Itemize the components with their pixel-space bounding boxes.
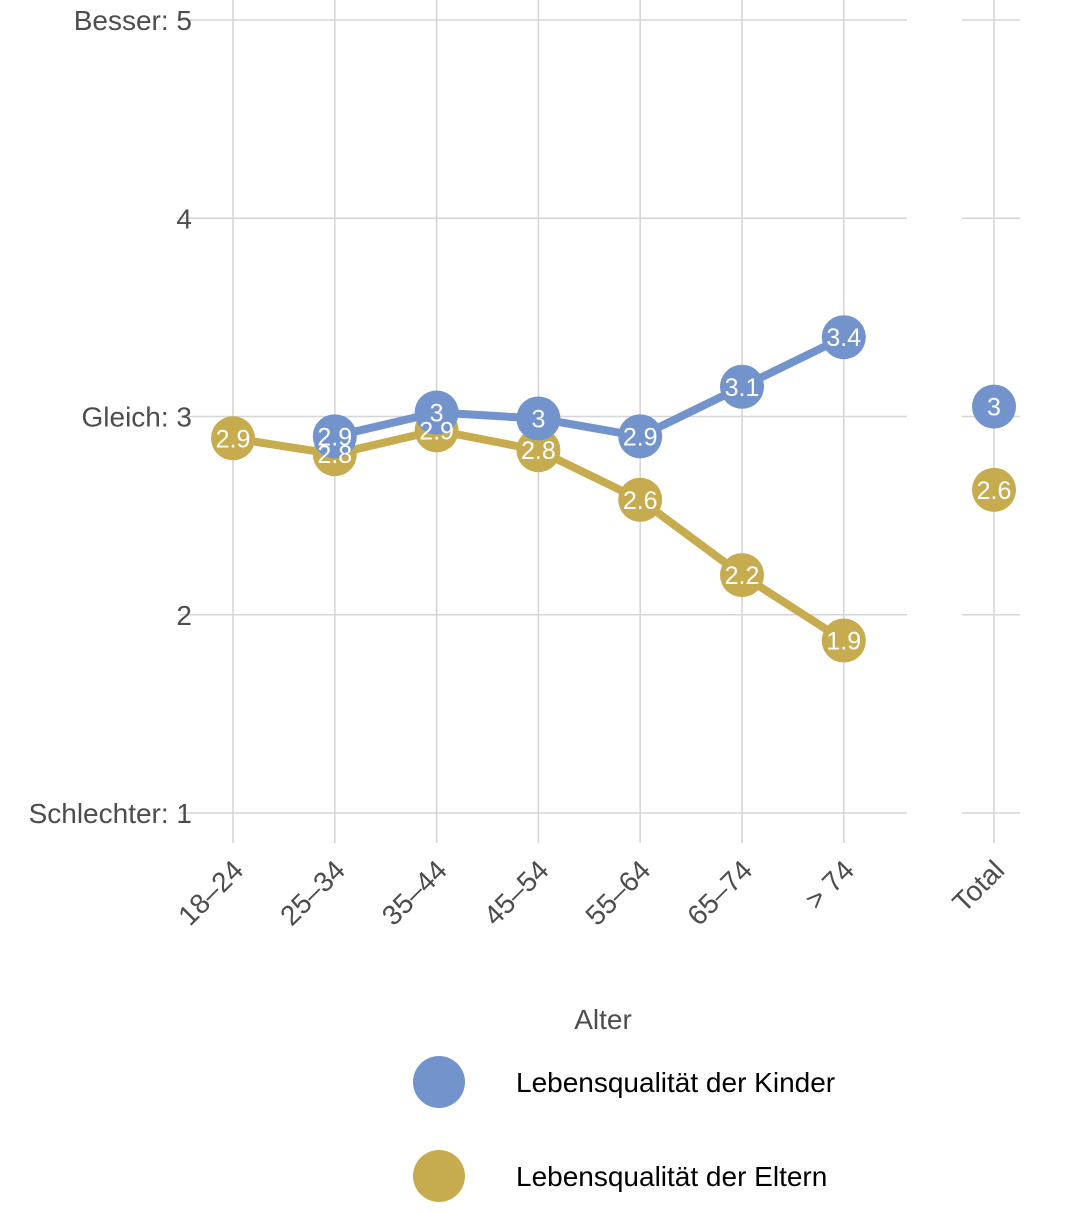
data-point <box>821 315 866 360</box>
data-point <box>516 428 561 473</box>
data-label: 3 <box>531 405 545 433</box>
data-point <box>618 414 663 459</box>
data-label: 3.4 <box>826 324 861 352</box>
data-point <box>720 364 764 409</box>
data-label: 2.9 <box>216 425 251 453</box>
data-point <box>720 553 764 598</box>
y-tick-label: Schlechter: 1 <box>29 798 192 829</box>
series-line <box>333 333 846 441</box>
total-data-label: 3 <box>987 394 1001 422</box>
data-label: 1.9 <box>826 628 861 656</box>
x-tick-label: 45–54 <box>478 854 555 931</box>
total-point <box>972 384 1016 429</box>
legend-key <box>413 1056 465 1108</box>
data-label: 2.6 <box>623 487 658 515</box>
y-tick-label: 2 <box>176 600 192 631</box>
total-data-label: 2.6 <box>977 477 1012 505</box>
x-axis-tick-labels: 18–24 25–34 35–44 45–54 55–64 65–74 > 74 Total <box>172 854 1010 931</box>
data-point <box>211 416 255 461</box>
x-tick-label: 25–34 <box>274 854 351 931</box>
legend-label: Lebensqualität der Eltern <box>516 1161 827 1192</box>
data-label: 2.9 <box>419 417 454 445</box>
grid-lines <box>180 0 1020 843</box>
data-point <box>312 414 357 459</box>
data-label: 2.8 <box>521 437 556 465</box>
x-tick-label: > 74 <box>799 854 860 915</box>
x-tick-label: 18–24 <box>172 854 249 931</box>
data-series: 2.92.82.92.82.62.21.92.62.93 32.93.13.43 <box>211 315 1016 663</box>
x-tick-label: 35–44 <box>376 854 453 931</box>
legend-key <box>413 1150 465 1202</box>
data-label: 2.8 <box>317 441 352 469</box>
data-point <box>821 618 866 663</box>
legend: Lebensqualität der Kinder Lebensqualität … <box>413 1056 835 1202</box>
y-tick-label: 4 <box>176 203 192 234</box>
y-axis-tick-labels: Besser: 5 4 Gleich: 3 2 Schlechter: 1 <box>29 5 192 829</box>
data-label: 2.9 <box>317 423 352 451</box>
data-point <box>516 396 561 441</box>
x-tick-label: 65–74 <box>681 854 758 931</box>
data-label: 3 <box>430 400 444 428</box>
total-point <box>972 467 1016 512</box>
x-axis-title: Alter <box>574 1004 632 1035</box>
data-label: 2.9 <box>623 423 658 451</box>
data-point <box>414 390 459 435</box>
x-tick-label: 55–64 <box>579 854 656 931</box>
data-label: 3.1 <box>725 374 760 402</box>
y-tick-label: Besser: 5 <box>74 5 192 36</box>
data-label: 2.2 <box>725 562 760 590</box>
x-tick-label-total: Total <box>946 854 1010 918</box>
legend-label: Lebensqualität der Kinder <box>516 1067 835 1098</box>
data-point <box>618 477 663 522</box>
y-tick-label: Gleich: 3 <box>82 402 193 433</box>
